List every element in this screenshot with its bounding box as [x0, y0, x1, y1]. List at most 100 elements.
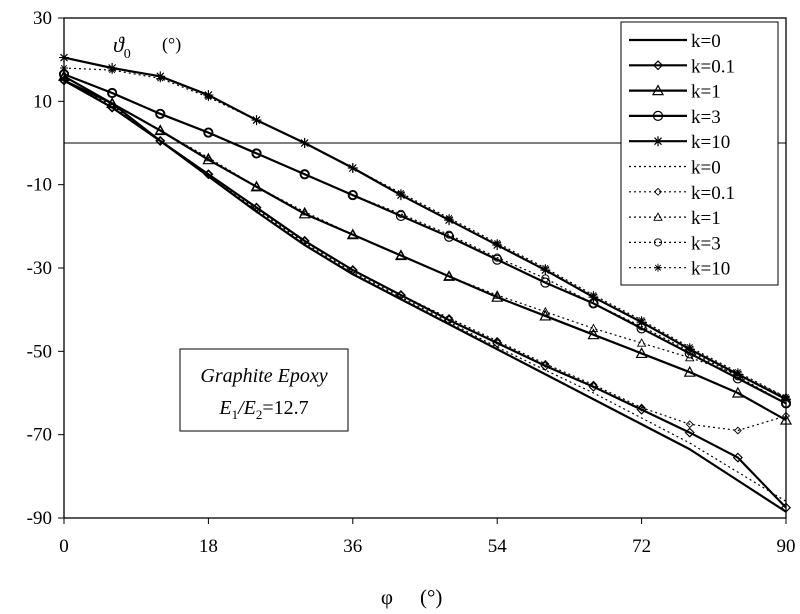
data-point — [651, 84, 665, 96]
data-point — [493, 239, 502, 247]
data-point — [107, 98, 117, 108]
data-point — [59, 71, 69, 80]
series-dotted-k-10 — [60, 64, 790, 402]
data-point — [635, 347, 648, 359]
data-point — [347, 265, 358, 276]
data-point — [348, 164, 357, 172]
data-point — [155, 108, 166, 119]
legend-label: k=0.1 — [691, 183, 735, 204]
data-point — [652, 110, 664, 122]
series-line — [63, 73, 787, 405]
legend-label: k=3 — [691, 233, 721, 254]
data-point — [252, 203, 261, 212]
series-line — [63, 73, 787, 404]
data-point — [203, 152, 214, 162]
legend-label: k=1 — [691, 82, 721, 103]
data-point — [444, 271, 454, 280]
data-point — [347, 189, 358, 201]
data-point — [107, 87, 118, 99]
data-point — [652, 60, 664, 71]
data-point — [540, 306, 551, 316]
legend-label: k=0 — [691, 158, 721, 179]
data-point — [394, 249, 407, 261]
data-point — [204, 170, 213, 179]
y-tick-label: -90 — [27, 508, 52, 529]
y-tick-label: -30 — [27, 258, 52, 279]
data-point — [156, 136, 165, 145]
data-point — [684, 352, 695, 362]
legend-entry: k=0 — [629, 158, 721, 179]
data-point — [202, 153, 215, 165]
data-point — [298, 207, 311, 219]
data-point — [156, 109, 165, 118]
data-point — [733, 368, 742, 377]
legend-entry: k=10 — [629, 132, 730, 153]
data-point — [589, 380, 598, 389]
data-point — [780, 502, 792, 513]
data-point — [492, 290, 502, 299]
series-dotted-k-3 — [59, 70, 791, 408]
y-tick-label: 30 — [33, 8, 52, 29]
data-point — [588, 323, 599, 333]
data-point — [154, 124, 167, 136]
legend-entry: k=0 — [629, 31, 721, 52]
data-point — [685, 420, 694, 429]
data-point — [300, 170, 309, 179]
y-tick-label: -70 — [27, 425, 52, 446]
data-point — [252, 116, 261, 125]
data-point — [156, 74, 165, 83]
legend-entry: k=3 — [629, 233, 721, 254]
data-point — [589, 291, 598, 300]
legend: k=0 k=0.1 k=1 k=3 k=10 k=0 k=0.1 k=1 k=3 k=10 — [620, 21, 779, 286]
data-point — [653, 212, 663, 221]
data-point — [637, 403, 646, 412]
y-tick-label: -50 — [27, 341, 52, 362]
data-point — [108, 88, 117, 98]
legend-entry: k=10 — [629, 259, 730, 280]
legend-entry: k=1 — [629, 208, 721, 229]
data-point — [653, 238, 663, 247]
data-point — [348, 266, 357, 275]
annotation-box: Graphite Epoxy E1/E2=12.7 — [179, 348, 349, 432]
x-tick-label: 54 — [488, 536, 508, 557]
data-point — [443, 231, 455, 242]
y-axis-title: ϑ0 — [113, 32, 131, 62]
series-line — [63, 67, 787, 398]
data-point — [493, 336, 502, 345]
data-point — [731, 386, 744, 398]
data-point — [539, 309, 552, 321]
data-point — [445, 314, 454, 322]
legend-label: k=10 — [691, 259, 730, 280]
data-point — [445, 214, 454, 222]
legend-label: k=10 — [691, 132, 730, 153]
x-tick-label: 90 — [777, 536, 796, 557]
x-tick-label: 36 — [343, 536, 362, 557]
x-tick-label: 0 — [59, 536, 69, 557]
x-tick-label: 72 — [632, 536, 651, 557]
data-point — [589, 299, 598, 308]
data-point — [59, 52, 69, 63]
data-point — [653, 136, 663, 147]
legend-label: k=0.1 — [691, 56, 735, 77]
data-point — [396, 189, 405, 197]
data-point — [155, 125, 166, 135]
data-point — [204, 93, 213, 102]
legend-label: k=3 — [691, 107, 721, 128]
data-point — [250, 180, 263, 192]
legend-label: k=0 — [691, 31, 721, 52]
data-point — [348, 191, 357, 200]
data-point — [732, 452, 743, 463]
data-point — [203, 127, 214, 138]
y-axis-unit: (°) — [162, 34, 181, 55]
x-axis-title: φ — [381, 585, 393, 609]
data-point — [299, 206, 310, 216]
series-solid-k-3 — [58, 69, 792, 409]
data-point — [396, 291, 405, 300]
series-line — [63, 56, 787, 401]
data-point — [540, 277, 551, 288]
annotation-ratio: E1/E2=12.7 — [218, 397, 308, 422]
legend-entry: k=1 — [629, 82, 721, 103]
legend-entry: k=0.1 — [629, 183, 735, 204]
data-point — [445, 230, 454, 239]
